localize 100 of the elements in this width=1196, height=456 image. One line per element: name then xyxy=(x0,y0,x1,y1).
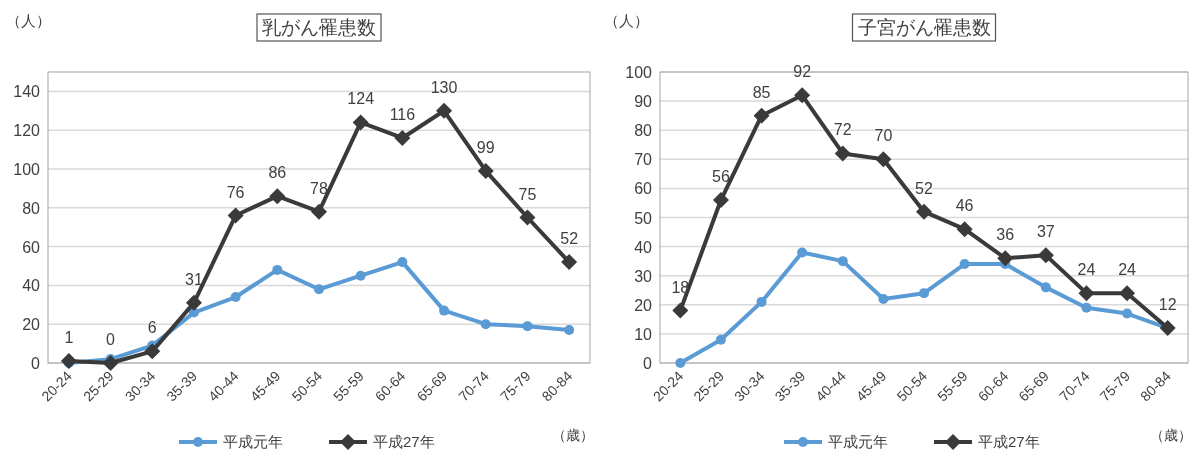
data-label: 76 xyxy=(226,183,245,201)
data-label: 85 xyxy=(752,83,771,101)
y-tick-label: 70 xyxy=(634,151,653,169)
point xyxy=(672,302,689,319)
data-label: 52 xyxy=(560,230,579,248)
legend-label: 平成元年 xyxy=(828,433,888,450)
y-tick-label: 0 xyxy=(643,355,653,372)
x-axis-title: （歳） xyxy=(1150,427,1192,443)
y-tick-label: 120 xyxy=(13,122,41,140)
point xyxy=(269,188,286,205)
point xyxy=(352,114,369,131)
data-label: 92 xyxy=(793,63,812,81)
point xyxy=(997,250,1014,267)
point xyxy=(477,162,494,179)
point xyxy=(522,321,533,332)
data-label: 0 xyxy=(106,331,116,348)
data-label: 130 xyxy=(430,78,458,96)
point xyxy=(875,151,892,168)
point xyxy=(675,358,686,368)
point xyxy=(837,256,848,267)
point xyxy=(1122,308,1133,319)
point xyxy=(956,221,973,238)
data-label: 12 xyxy=(1158,296,1177,314)
data-label: 1 xyxy=(64,329,74,347)
point xyxy=(227,207,244,224)
point xyxy=(1037,247,1054,264)
point xyxy=(959,259,970,270)
point xyxy=(355,270,366,281)
point xyxy=(878,293,889,304)
point xyxy=(439,305,450,316)
y-tick-label: 0 xyxy=(31,355,41,372)
y-tick-label: 20 xyxy=(634,296,653,314)
point xyxy=(1081,302,1092,313)
point xyxy=(1119,285,1136,302)
point xyxy=(1078,285,1095,302)
y-tick-label: 80 xyxy=(634,122,653,140)
point xyxy=(712,192,729,209)
point xyxy=(794,87,811,104)
y-tick-label: 100 xyxy=(13,161,41,178)
y-tick-label: 10 xyxy=(634,325,653,343)
data-label: 24 xyxy=(1077,261,1096,279)
y-tick-label: 80 xyxy=(22,199,41,217)
x-axis-title: （歳） xyxy=(552,427,594,443)
data-label: 6 xyxy=(147,319,157,337)
point xyxy=(834,145,851,162)
point xyxy=(797,247,808,258)
y-tick-label: 40 xyxy=(634,238,653,256)
y-tick-label: 90 xyxy=(634,93,653,111)
point xyxy=(185,294,202,311)
y-tick-label: 140 xyxy=(13,83,41,101)
point xyxy=(753,107,770,124)
data-label: 18 xyxy=(671,278,690,296)
data-label: 99 xyxy=(476,138,495,156)
y-axis-title: （人） xyxy=(6,12,51,29)
y-tick-label: 20 xyxy=(22,316,41,334)
point xyxy=(564,325,575,336)
y-tick-label: 30 xyxy=(634,267,653,285)
point xyxy=(715,334,726,345)
data-label: 46 xyxy=(955,197,974,215)
y-tick-label: 40 xyxy=(22,277,41,295)
data-label: 24 xyxy=(1118,261,1137,279)
point xyxy=(60,353,77,370)
point xyxy=(480,319,491,330)
point xyxy=(144,343,161,360)
point xyxy=(102,355,119,371)
data-label: 72 xyxy=(833,121,852,139)
y-tick-label: 60 xyxy=(634,180,653,198)
data-label: 86 xyxy=(268,164,287,182)
point xyxy=(916,203,932,220)
data-label: 36 xyxy=(996,226,1015,244)
y-tick-label: 50 xyxy=(634,209,653,227)
data-label: 75 xyxy=(518,185,537,203)
y-axis-title: （人） xyxy=(604,12,649,29)
data-label: 37 xyxy=(1036,223,1055,241)
point xyxy=(756,296,767,307)
chart-title: 乳がん罹患数 xyxy=(262,17,376,38)
point xyxy=(311,203,327,220)
data-label: 31 xyxy=(185,270,203,288)
data-label: 70 xyxy=(874,127,893,145)
legend-label: 平成27年 xyxy=(978,433,1040,450)
legend-label: 平成27年 xyxy=(373,433,435,450)
point xyxy=(919,288,929,299)
data-label: 116 xyxy=(389,105,416,123)
point xyxy=(394,129,411,146)
legend-label: 平成元年 xyxy=(223,433,283,450)
point xyxy=(519,209,536,226)
data-label: 78 xyxy=(310,179,328,197)
data-label: 124 xyxy=(347,90,375,108)
y-tick-label: 100 xyxy=(625,64,653,81)
data-label: 52 xyxy=(915,179,933,197)
y-tick-label: 60 xyxy=(22,238,41,256)
point xyxy=(397,257,408,268)
point xyxy=(314,284,324,295)
point xyxy=(436,102,453,119)
chart-title: 子宮がん罹患数 xyxy=(857,17,991,38)
point xyxy=(230,292,241,303)
data-label: 56 xyxy=(712,168,730,186)
point xyxy=(272,264,283,275)
point xyxy=(1040,282,1051,293)
point xyxy=(561,254,578,271)
